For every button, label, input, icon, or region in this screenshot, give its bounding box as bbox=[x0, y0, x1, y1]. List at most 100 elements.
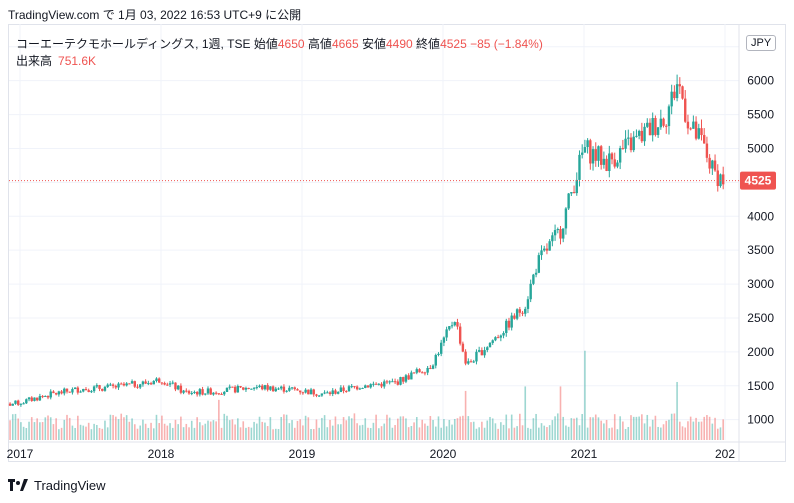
volume-bar bbox=[345, 420, 348, 440]
volume-bar bbox=[237, 418, 239, 440]
tradingview-logo-icon bbox=[8, 478, 28, 491]
volume-bar bbox=[234, 424, 236, 440]
volume-bar bbox=[152, 428, 155, 440]
candle-body bbox=[418, 369, 421, 373]
y-tick-label: 2000 bbox=[747, 345, 774, 359]
candle-body bbox=[350, 386, 353, 388]
volume-bar bbox=[472, 421, 475, 440]
y-tick-label: 3500 bbox=[747, 243, 774, 257]
volume-bar bbox=[627, 426, 630, 440]
volume-bar bbox=[364, 418, 367, 440]
volume-bar bbox=[684, 427, 687, 440]
volume-bar bbox=[52, 424, 55, 440]
candle-body bbox=[407, 375, 410, 380]
candle-body bbox=[323, 392, 326, 394]
volume-bar bbox=[14, 413, 17, 440]
volume-bar bbox=[212, 420, 215, 440]
candle-body bbox=[109, 384, 112, 386]
currency-badge[interactable]: JPY bbox=[746, 35, 777, 51]
volume-bar bbox=[543, 425, 546, 440]
candle-body bbox=[307, 389, 310, 395]
candle-body bbox=[92, 386, 96, 392]
volume-bar bbox=[372, 422, 375, 440]
candle-body bbox=[76, 387, 80, 393]
volume-bar bbox=[93, 423, 95, 440]
candle-body bbox=[98, 385, 101, 389]
candle-body bbox=[559, 228, 562, 239]
candle-body bbox=[521, 312, 524, 314]
volume-bar bbox=[695, 417, 697, 440]
candle-body bbox=[377, 383, 381, 385]
volume-bar bbox=[177, 424, 179, 440]
candle-body bbox=[277, 388, 280, 390]
volume-bar bbox=[264, 422, 266, 440]
last-price-badge bbox=[740, 171, 776, 190]
candle-body bbox=[613, 159, 616, 167]
volume-bar bbox=[486, 420, 489, 440]
candle-body bbox=[358, 388, 362, 390]
volume-bar bbox=[307, 417, 310, 440]
volume-bar bbox=[692, 421, 695, 440]
x-tick-label: 2021 bbox=[571, 447, 598, 461]
volume-bar bbox=[55, 418, 57, 440]
symbol-legend: コーエーテクモホールディングス, 1週, TSE 始値4650 高値4665 安… bbox=[16, 35, 543, 52]
candle-body bbox=[648, 122, 652, 136]
volume-bar bbox=[348, 416, 350, 440]
volume-bar bbox=[657, 426, 659, 440]
volume-bar bbox=[483, 427, 486, 440]
candle-body bbox=[507, 320, 511, 328]
candle-body bbox=[274, 388, 277, 392]
candle-body bbox=[643, 126, 646, 142]
candle-body bbox=[312, 389, 315, 395]
volume-bar bbox=[136, 428, 139, 440]
candle-body bbox=[296, 389, 299, 391]
volume-bar bbox=[117, 419, 120, 440]
candle-body bbox=[250, 388, 253, 390]
volume-bar bbox=[98, 427, 101, 440]
volume-bar bbox=[464, 390, 467, 440]
volume-bar bbox=[578, 425, 581, 440]
candle-body bbox=[635, 135, 638, 137]
volume-bar bbox=[676, 381, 678, 440]
volume-bar bbox=[28, 421, 30, 440]
candle-body bbox=[328, 392, 332, 395]
candle-body bbox=[426, 367, 429, 373]
candle-body bbox=[586, 140, 589, 148]
volume-bar bbox=[679, 421, 681, 440]
volume-bar bbox=[654, 415, 657, 440]
volume-bar bbox=[128, 421, 131, 440]
change-value: −85 (−1.84%) bbox=[470, 37, 543, 51]
volume-bar bbox=[505, 414, 508, 440]
candle-body bbox=[656, 127, 660, 135]
volume-bar bbox=[597, 417, 600, 440]
candle-body bbox=[214, 392, 218, 394]
volume-bar bbox=[662, 424, 665, 440]
candle-body bbox=[721, 174, 725, 185]
volume-bar bbox=[448, 419, 451, 440]
volume-bar bbox=[20, 422, 22, 440]
candle-body bbox=[326, 392, 329, 394]
candle-body bbox=[195, 391, 199, 395]
candle-body bbox=[673, 91, 676, 99]
volume-bar bbox=[641, 414, 643, 440]
volume-bar bbox=[139, 425, 142, 440]
candle-body bbox=[149, 383, 153, 385]
candle-body bbox=[269, 386, 272, 390]
candle-body bbox=[580, 152, 584, 155]
volume-bar bbox=[649, 426, 651, 440]
volume-bar bbox=[277, 429, 280, 440]
candle-body bbox=[499, 335, 503, 338]
candle-body bbox=[494, 337, 497, 341]
volume-bar bbox=[630, 415, 632, 440]
candle-body bbox=[421, 372, 424, 374]
volume-bar bbox=[394, 425, 396, 440]
candle-body bbox=[160, 382, 164, 384]
candle-body bbox=[437, 353, 440, 355]
volume-bar bbox=[39, 422, 41, 440]
candle-body bbox=[198, 389, 202, 395]
volume-bar bbox=[247, 426, 250, 440]
candle-body bbox=[553, 230, 557, 236]
candle-body bbox=[383, 381, 386, 387]
candle-body bbox=[662, 118, 665, 126]
